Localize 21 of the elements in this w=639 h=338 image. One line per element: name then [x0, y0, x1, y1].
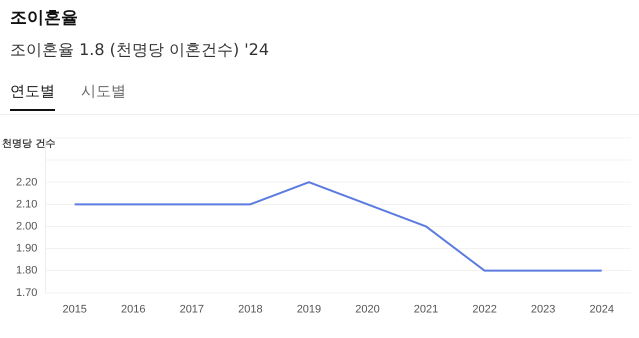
x-tick-label: 2019	[296, 303, 322, 316]
x-tick-label: 2024	[589, 303, 614, 316]
y-tick-label: 2.20	[16, 176, 38, 188]
chart-subtitle: 조이혼율 1.8 (천명당 이혼건수) '24	[10, 40, 270, 61]
y-tick-label: 1.80	[16, 264, 38, 277]
y-tick-label: 1.90	[16, 242, 38, 255]
x-tick-label: 2020	[355, 303, 380, 316]
y-tick-label: 1.70	[16, 286, 38, 299]
chart-title: 조이혼율	[10, 7, 78, 29]
x-tick-label: 2023	[530, 303, 556, 316]
text: 연도별	[10, 82, 55, 111]
y-axis-title: 천명당 건수	[2, 138, 56, 150]
x-tick-label: 2015	[62, 303, 87, 316]
x-tick-label: 2022	[472, 303, 497, 316]
x-tick-label: 2018	[238, 303, 263, 316]
text: 시도별	[81, 82, 126, 102]
y-tick-label: 2.00	[16, 220, 38, 232]
y-tick-label: 2.10	[16, 198, 38, 210]
x-tick-label: 2016	[121, 303, 146, 316]
x-tick-label: 2017	[180, 303, 204, 316]
x-tick-label: 2021	[414, 303, 438, 316]
